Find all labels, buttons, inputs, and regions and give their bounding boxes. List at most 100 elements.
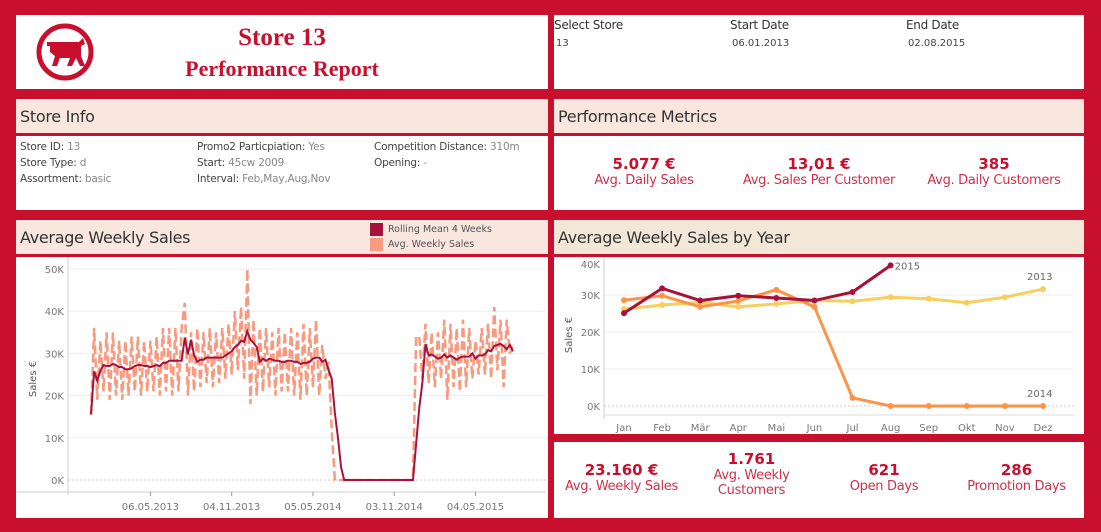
y-tick-label: 0K: [587, 402, 600, 413]
start-date-label: Start Date: [730, 18, 789, 32]
end-date-label: End Date: [906, 18, 959, 32]
metric-avg-weekly-sales: 23.160 € Avg. Weekly Sales: [565, 461, 678, 494]
promo2-start: Start: 45cw 2009: [197, 157, 285, 169]
x-tick-label: Aug: [881, 423, 901, 434]
data-point-2014: [773, 286, 780, 293]
performance-panel: 5.077 € Avg. Daily Sales 13,01 € Avg. Sale…: [554, 136, 1084, 210]
legend-item-weekly[interactable]: Avg. Weekly Sales: [370, 238, 492, 251]
x-tick-label: Nov: [995, 423, 1015, 434]
y-axis-title: Sales €: [564, 317, 575, 353]
y-tick-label: 40K: [45, 307, 65, 318]
data-point-2015: [735, 292, 742, 299]
metric-avg-daily-customers: 385 Avg. Daily Customers: [927, 155, 1061, 188]
assortment: Assortment: basic: [20, 173, 112, 185]
data-point-2014: [1001, 403, 1008, 409]
x-tick-label: Jan: [615, 423, 631, 434]
data-point-2013: [963, 299, 970, 306]
data-point-2014: [735, 297, 742, 304]
data-point-2013: [925, 295, 932, 302]
x-tick-label: Jun: [806, 423, 823, 434]
x-tick-label: Dez: [1033, 423, 1052, 434]
y-tick-label: 20K: [581, 328, 601, 339]
x-tick-label: 04.11.2013: [203, 502, 260, 513]
x-tick-label: Sep: [919, 423, 938, 434]
data-point-2013: [849, 298, 856, 305]
data-point-2015: [849, 289, 856, 296]
legend-swatch-weekly: [370, 238, 383, 251]
data-point-2013: [735, 303, 742, 310]
weekly-sales-header: Average Weekly Sales: [16, 220, 548, 254]
y-tick-label: 40K: [581, 260, 601, 271]
store-info-panel: Store ID: 13 Store Type: d Assortment: b…: [16, 136, 548, 210]
y-tick-label: 20K: [45, 392, 65, 403]
x-tick-label: 05.05.2014: [284, 502, 341, 513]
series-label-2013: 2013: [1027, 272, 1052, 283]
report-title: Store 13: [238, 24, 326, 51]
data-point-2013: [659, 301, 666, 308]
y-tick-label: 30K: [45, 349, 65, 360]
rossmann-logo: [36, 23, 94, 81]
sales-by-year-chart-panel: 0K 10K 20K 30K 40K Sales € Jan Feb Mär Apr Mai Jun J…: [554, 257, 1084, 434]
end-date-value[interactable]: 02.08.2015: [908, 38, 966, 49]
y-axis-title: Sales €: [28, 361, 39, 397]
start-date-value[interactable]: 06.01.2013: [732, 38, 790, 49]
data-point-2015: [887, 262, 894, 269]
y-tick-label: 30K: [581, 291, 601, 302]
series-line-2014: [623, 288, 1043, 408]
data-point-2014: [963, 403, 970, 409]
weekly-sales-chart: 0K 10K 20K 30K 40K 50K Sales € 06.05.2013 04.11.…: [16, 257, 546, 513]
data-point-2015: [621, 310, 627, 317]
metric-avg-daily-sales: 5.077 € Avg. Daily Sales: [594, 155, 694, 188]
y-tick-label: 10K: [45, 434, 65, 445]
data-point-2015: [773, 294, 780, 301]
store-filter-label: Select Store: [554, 18, 623, 32]
x-tick-label: Mai: [768, 423, 786, 434]
data-point-2014: [811, 303, 818, 310]
rolling-mean-line: [90, 328, 514, 481]
store-filter-value[interactable]: 13: [556, 38, 569, 49]
weekly-sales-legend: Rolling Mean 4 Weeks Avg. Weekly Sales: [370, 223, 492, 251]
data-point-2013: [1001, 294, 1008, 301]
x-tick-label: 06.05.2013: [122, 502, 179, 513]
data-point-2013: [773, 300, 780, 307]
x-tick-label: Feb: [653, 423, 671, 434]
promo2-participation: Promo2 Particpiation: Yes: [197, 141, 325, 153]
competition-distance: Competition Distance: 310m: [374, 141, 520, 153]
data-point-2014: [925, 403, 932, 409]
data-point-2015: [697, 297, 704, 304]
data-point-2014: [849, 394, 856, 401]
performance-header: Performance Metrics: [554, 99, 1084, 133]
filters-panel: Select Store 13 Start Date 06.01.2013 En…: [554, 15, 1084, 89]
data-point-2014: [621, 297, 627, 304]
series-label-2014: 2014: [1027, 389, 1052, 400]
sales-by-year-chart: 0K 10K 20K 30K 40K Sales € Jan Feb Mär Apr Mai Jun J…: [564, 257, 1074, 434]
data-point-2013: [887, 294, 894, 301]
sales-by-year-header: Average Weekly Sales by Year: [554, 220, 1084, 254]
legend-swatch-rolling: [370, 223, 383, 236]
title-panel: Store 13 Performance Report: [16, 15, 548, 89]
series-line-2013: [623, 287, 1044, 311]
x-tick-label: Apr: [730, 423, 748, 434]
x-tick-label: Mär: [691, 423, 711, 434]
series-label-2015: 2015: [895, 261, 920, 272]
data-point-2015: [811, 297, 818, 304]
metric-open-days: 621 Open Days: [849, 461, 919, 494]
y-tick-label: 50K: [45, 265, 65, 276]
x-tick-label: 03.11.2014: [366, 502, 423, 513]
data-point-2014: [659, 292, 666, 299]
store-id: Store ID: 13: [20, 141, 81, 153]
store-info-header: Store Info: [16, 99, 548, 133]
y-tick-label: 10K: [581, 365, 601, 376]
data-point-2015: [659, 285, 666, 292]
legend-item-rolling[interactable]: Rolling Mean 4 Weeks: [370, 223, 492, 236]
competition-opening: Opening: -: [374, 157, 427, 169]
data-point-2014: [697, 303, 704, 310]
metric-promotion-days: 286 Promotion Days: [967, 461, 1066, 494]
x-tick-label: Okt: [958, 423, 976, 434]
x-tick-label: 04.05.2015: [447, 502, 504, 513]
metric-avg-sales-per-customer: 13,01 € Avg. Sales Per Customer: [742, 155, 896, 188]
y-tick-label: 0K: [51, 476, 64, 487]
data-point-2014: [887, 403, 894, 409]
weekly-metrics-panel: 23.160 € Avg. Weekly Sales 1.761 Avg. Week…: [554, 442, 1084, 518]
data-point-2013: [1040, 286, 1046, 293]
